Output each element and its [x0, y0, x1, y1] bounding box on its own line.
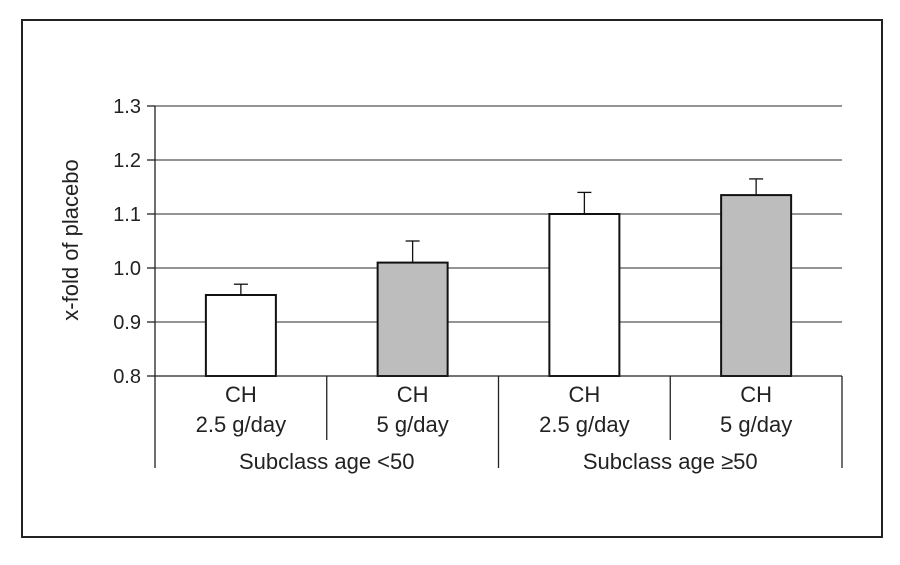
category-label-line2: 5 g/day: [720, 412, 792, 437]
y-tick-label: 0.9: [113, 312, 141, 334]
labels: 0.8 0.9 1.0 1.1 1.2 1.3 CH 2.5 g/day CH 5 g/day CH…: [113, 96, 792, 474]
category-label-line2: 2.5 g/day: [539, 412, 630, 437]
bar: [720, 194, 793, 377]
bar: [376, 261, 449, 378]
category-label-line2: 2.5 g/day: [196, 412, 287, 437]
group-label: Subclass age <50: [239, 449, 415, 474]
category-label-line1: CH: [568, 382, 600, 407]
bar: [548, 213, 621, 377]
axes: [147, 105, 843, 468]
category-label-line1: CH: [225, 382, 257, 407]
category-label-line2: 5 g/day: [377, 412, 449, 437]
y-axis-title: x-fold of placebo: [58, 159, 83, 320]
category-label-line1: CH: [740, 382, 772, 407]
y-tick-label: 1.2: [113, 150, 141, 172]
y-tick-label: 1.0: [113, 258, 141, 280]
y-tick-label: 1.1: [113, 204, 141, 226]
group-label: Subclass age ≥50: [583, 449, 758, 474]
y-tick-label: 1.3: [113, 96, 141, 118]
bar: [204, 294, 277, 377]
y-tick-label: 0.8: [113, 366, 141, 388]
category-label-line1: CH: [397, 382, 429, 407]
bars: [204, 178, 793, 378]
